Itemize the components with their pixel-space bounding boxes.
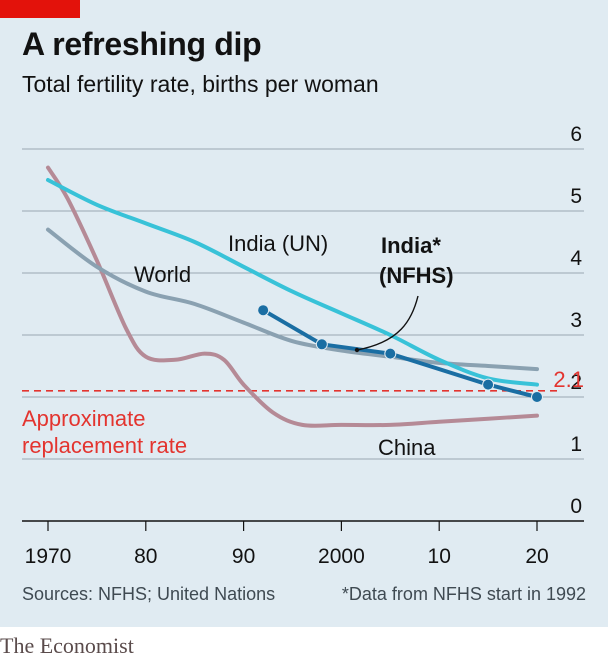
footnote: *Data from NFHS start in 1992	[341, 584, 586, 604]
y-tick-label: 4	[570, 247, 582, 270]
india-un-label: India (UN)	[228, 231, 328, 256]
y-tick-label: 6	[570, 123, 582, 146]
india-nfhs-point	[531, 391, 543, 403]
sources-note: Sources: NFHS; United Nations	[22, 584, 276, 604]
india-nfhs-line	[261, 308, 539, 399]
world-label: World	[134, 262, 191, 287]
india-nfhs-point	[384, 347, 397, 360]
india-nfhs-label: India*	[381, 233, 441, 258]
x-tick-label: 2000	[318, 545, 365, 568]
india-nfhs-point	[482, 378, 495, 391]
series-layer	[22, 165, 560, 428]
chart-title: A refreshing dip	[22, 26, 262, 62]
x-axis: 1970 80 90 2000 10 20	[25, 521, 549, 568]
x-tick-label: 90	[232, 545, 255, 568]
line-chart: 0 1 2 3 4 5 6 1970 80 90 2000 10 20 2.1 Approximater…	[22, 123, 584, 568]
india-nfhs-point	[257, 304, 270, 317]
brand-logo-text: The Economist	[0, 633, 134, 658]
replacement-rate-value: 2.1	[553, 367, 584, 392]
y-tick-label: 3	[570, 309, 582, 332]
brand-red-tag	[0, 0, 80, 18]
replacement-rate-label: Approximate	[22, 406, 146, 431]
x-tick-label: 1970	[25, 545, 72, 568]
x-tick-label: 10	[428, 545, 451, 568]
china-line	[46, 165, 539, 428]
x-tick-label: 20	[525, 545, 548, 568]
chart-panel	[0, 0, 608, 627]
replacement-rate-label: replacement rate	[22, 433, 187, 458]
y-tick-label: 1	[570, 433, 582, 456]
y-tick-label: 2	[570, 371, 582, 394]
gridlines	[22, 148, 584, 522]
china-label: China	[378, 435, 436, 460]
y-tick-label: 0	[570, 495, 582, 518]
chart-subtitle: Total fertility rate, births per woman	[22, 71, 379, 97]
india-nfhs-leader-dot	[354, 347, 360, 353]
india-un-line	[46, 178, 539, 387]
india-nfhs-point	[315, 338, 328, 351]
india-nfhs-label: (NFHS)	[379, 263, 454, 288]
y-axis-ticks: 0 1 2 3 4 5 6	[570, 123, 582, 518]
india-nfhs-leader-line	[356, 295, 419, 351]
y-tick-label: 5	[570, 185, 582, 208]
x-tick-label: 80	[134, 545, 157, 568]
